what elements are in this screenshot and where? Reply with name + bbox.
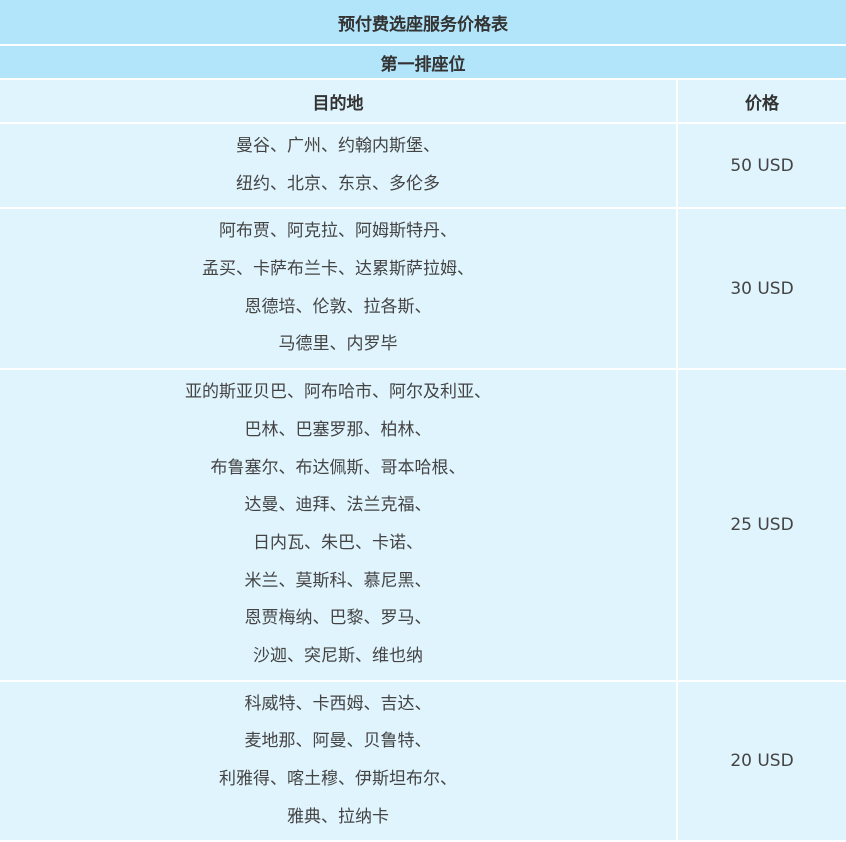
destination-line: 亚的斯亚贝巴、阿布哈市、阿尔及利亚、 [185,382,491,403]
destination-line: 麦地那、阿曼、贝鲁特、 [244,731,432,752]
destination-line: 马德里、内罗毕 [278,334,398,355]
table-subtitle: 第一排座位 [0,46,846,80]
destination-line: 阿布贾、阿克拉、阿姆斯特丹、 [219,221,457,242]
price-cell: 25 USD [678,370,846,682]
destination-line: 孟买、卡萨布兰卡、达累斯萨拉姆、 [202,259,474,280]
column-header-price: 价格 [678,80,846,124]
destination-line: 利雅得、喀土穆、伊斯坦布尔、 [219,769,457,789]
destination-line: 达曼、迪拜、法兰克福、 [244,495,432,516]
destination-cell: 阿布贾、阿克拉、阿姆斯特丹、 孟买、卡萨布兰卡、达累斯萨拉姆、 恩德培、伦敦、拉各斯… [0,209,678,371]
column-header-destination: 目的地 [0,80,678,124]
destination-line: 布鲁塞尔、布达佩斯、哥本哈根、 [210,457,466,478]
price-cell: 20 USD [678,681,846,842]
table-row: 亚的斯亚贝巴、阿布哈市、阿尔及利亚、 巴林、巴塞罗那、柏林、布鲁塞尔、布达佩斯、哥… [0,370,846,682]
destination-line: 米兰、莫斯科、慕尼黑、 [244,570,432,591]
destination-line: 恩贾梅纳、巴黎、罗马、 [244,608,432,629]
destination-line: 纽约、北京、东京、多伦多 [236,173,440,194]
destination-cell: 曼谷、广州、约翰内斯堡、 纽约、北京、东京、多伦多 [0,124,678,210]
destination-cell: 科威特、卡西姆、吉达、 麦地那、阿曼、贝鲁特、利雅得、喀土穆、伊斯坦布尔、 雅典、拉… [0,681,678,842]
table-row: 阿布贾、阿克拉、阿姆斯特丹、 孟买、卡萨布兰卡、达累斯萨拉姆、 恩德培、伦敦、拉各斯… [0,209,846,371]
destination-line: 巴林、巴塞罗那、柏林、 [244,419,432,440]
destination-cell: 亚的斯亚贝巴、阿布哈市、阿尔及利亚、 巴林、巴塞罗那、柏林、布鲁塞尔、布达佩斯、哥… [0,370,678,682]
table-row: 曼谷、广州、约翰内斯堡、 纽约、北京、东京、多伦多 50 USD [0,124,846,210]
table-title: 预付费选座服务价格表 [0,0,846,46]
destination-line: 雅典、拉纳卡 [287,806,389,827]
table-row: 科威特、卡西姆、吉达、 麦地那、阿曼、贝鲁特、利雅得、喀土穆、伊斯坦布尔、 雅典、拉… [0,681,846,842]
destination-line: 恩德培、伦敦、拉各斯、 [244,296,432,317]
destination-line: 日内瓦、朱巴、卡诺、 [253,532,423,553]
price-cell: 30 USD [678,209,846,371]
destination-line: 科威特、卡西姆、吉达、 [244,693,432,714]
destination-line: 曼谷、广州、约翰内斯堡、 [236,136,440,156]
price-cell: 50 USD [678,124,846,210]
destination-line: 沙迦、突尼斯、维也纳 [253,645,423,666]
